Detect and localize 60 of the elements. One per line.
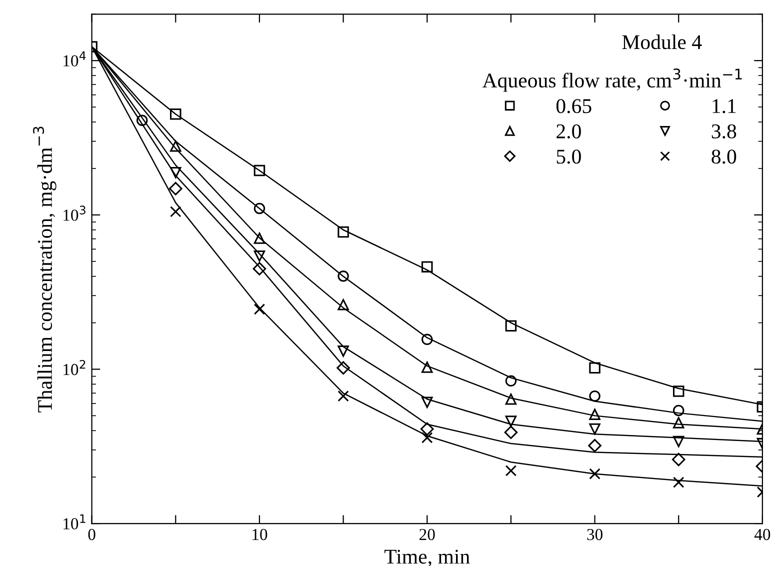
point (254, 202, 266, 214)
point (338, 270, 349, 282)
point (421, 396, 433, 408)
point (254, 232, 266, 244)
point (254, 164, 266, 176)
point (505, 465, 517, 476)
point (170, 140, 182, 152)
point (672, 476, 684, 488)
legend-label: 1.1 (712, 99, 736, 114)
y-axis-title: Thallium concentration, mg·dm$^{−3}$ (33, 126, 56, 412)
legend-label: 3.8 (712, 124, 736, 138)
annotation: Module 4 (622, 34, 702, 50)
point (254, 250, 266, 262)
point (504, 426, 518, 439)
point (589, 408, 600, 420)
x-tick-label: 0 (88, 528, 96, 540)
x-tick-label: 40 (754, 528, 770, 540)
point (672, 436, 684, 448)
point (421, 261, 433, 272)
point (170, 108, 182, 120)
point (420, 422, 434, 436)
point (505, 375, 517, 387)
point (136, 114, 148, 126)
point (170, 206, 182, 218)
legend-label: 5.0 (556, 150, 581, 164)
x-tick-label: 30 (587, 528, 602, 540)
point (589, 423, 600, 435)
point (589, 362, 600, 374)
point (672, 417, 684, 428)
point (589, 468, 600, 480)
point (170, 166, 182, 178)
point (672, 386, 684, 397)
point (338, 390, 349, 402)
point (338, 346, 349, 357)
point (254, 304, 266, 315)
x-tick-label: 20 (420, 528, 435, 540)
point (421, 432, 433, 444)
point (421, 334, 433, 346)
point (338, 299, 349, 310)
y-tick-label: 10$^{2}$ (64, 360, 86, 376)
point (336, 361, 350, 375)
point (168, 182, 182, 196)
point (588, 438, 602, 452)
point (672, 404, 684, 416)
y-tick-label: 10$^{3}$ (64, 206, 86, 221)
legend-label: 2.0 (556, 124, 581, 138)
point (252, 262, 266, 276)
y-tick-label: 10$^{1}$ (64, 514, 86, 530)
point (672, 452, 686, 466)
legend-label: 8.0 (712, 150, 736, 164)
point (505, 416, 517, 427)
y-tick-label: 10$^{4}$ (64, 51, 86, 66)
point (589, 390, 600, 402)
point (421, 362, 433, 373)
point (338, 226, 349, 238)
point (505, 320, 517, 332)
legend-label: 0.65 (556, 99, 592, 114)
point (505, 394, 517, 405)
x-tick-label: 10 (252, 528, 268, 540)
legend-title: Aqueous flow rate, cm$^{3}$·min$^{−1}$ (482, 68, 742, 92)
